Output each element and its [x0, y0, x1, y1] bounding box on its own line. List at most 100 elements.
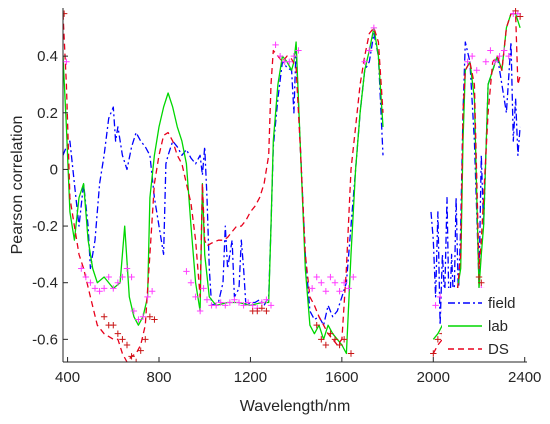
- marker-1-point-26: [434, 336, 442, 343]
- marker-0-point-1: [78, 265, 85, 272]
- marker-0-point-51: [340, 279, 348, 286]
- marker-0-point-39: [276, 52, 284, 60]
- marker-1-point-14: [254, 307, 261, 315]
- marker-1-point-32: [478, 279, 485, 286]
- marker-0-point-25: [212, 302, 220, 309]
- marker-0-point-16: [144, 293, 151, 301]
- marker-0-point-8: [110, 285, 117, 292]
- marker-0-point-65: [473, 67, 480, 74]
- legend-label-field: field: [488, 295, 516, 312]
- marker-0-point-31: [240, 302, 247, 309]
- marker-0-point-69: [491, 58, 499, 66]
- marker-0-point-26: [217, 299, 224, 306]
- x-tick-label-400: 400: [55, 369, 80, 386]
- marker-0-point-32: [244, 299, 252, 306]
- marker-0-point-22: [200, 285, 207, 292]
- marker-1-point-0: [63, 10, 68, 17]
- marker-1-point-4: [114, 330, 122, 337]
- marker-0-point-47: [322, 288, 330, 295]
- marker-0-point-10: [119, 273, 126, 281]
- x-ticks: 400 800 1200 1600 2000 2400: [55, 357, 541, 386]
- series-DS-line-0: [63, 13, 384, 362]
- marker-1-point-21: [331, 336, 339, 343]
- y-ticks: 0.4 0.2 0 -0.2 -0.4 -0.6: [32, 48, 68, 348]
- marker-1-point-10: [142, 336, 149, 343]
- marker-0-point-0: [63, 58, 70, 66]
- marker-0-point-55: [366, 47, 373, 54]
- marker-1-point-24: [347, 350, 355, 357]
- y-tick-label-2: 0: [50, 161, 58, 178]
- marker-0-point-70: [496, 52, 503, 60]
- marker-1-point-11: [146, 313, 154, 320]
- y-tick-label-4: -0.4: [32, 275, 58, 292]
- y-tick-label-0: 0.4: [37, 48, 58, 65]
- marker-0-point-21: [196, 307, 204, 315]
- marker-1-point-34: [512, 8, 519, 15]
- marker-0-point-15: [139, 313, 147, 320]
- marker-0-point-49: [331, 279, 339, 286]
- marker-0-point-36: [263, 296, 270, 303]
- x-tick-label-1200: 1200: [234, 369, 267, 386]
- marker-1-point-3: [110, 321, 117, 329]
- marker-0-point-50: [336, 288, 343, 295]
- legend-label-lab: lab: [488, 318, 508, 335]
- marker-1-point-8: [132, 358, 140, 362]
- marker-1-point-23: [340, 336, 348, 343]
- marker-0-point-38: [272, 41, 279, 49]
- marker-0-point-53: [350, 273, 357, 281]
- marker-1-point-7: [128, 353, 135, 360]
- marker-0-point-19: [187, 279, 195, 286]
- x-axis-title: Wavelength/nm: [240, 398, 351, 415]
- x-tick-label-2400: 2400: [508, 369, 541, 386]
- marker-0-point-41: [286, 58, 293, 66]
- marker-0-point-56: [370, 24, 378, 32]
- marker-1-point-35: [516, 13, 524, 20]
- y-tick-label-3: -0.2: [32, 218, 58, 235]
- series-field-line-0: [63, 32, 384, 326]
- marker-0-point-54: [361, 58, 368, 66]
- marker-0-point-42: [290, 52, 298, 60]
- y-tick-label-1: 0.2: [37, 105, 58, 122]
- marker-0-point-9: [114, 279, 122, 286]
- x-tick-label-800: 800: [146, 369, 171, 386]
- series-lab-line-0: [63, 27, 384, 355]
- marker-0-point-48: [327, 273, 334, 281]
- marker-0-point-23: [203, 296, 211, 303]
- marker-layer: [63, 8, 524, 362]
- marker-0-point-18: [183, 268, 190, 275]
- marker-1-point-18: [318, 336, 325, 343]
- marker-0-point-45: [313, 273, 320, 281]
- legend-items: field lab DS: [448, 295, 516, 358]
- marker-1-point-12: [151, 316, 158, 323]
- legend-box: [442, 288, 520, 360]
- marker-0-point-11: [123, 265, 131, 272]
- marker-0-point-43: [295, 47, 302, 54]
- marker-0-point-67: [482, 58, 490, 66]
- marker-0-point-17: [148, 288, 156, 295]
- marker-0-point-27: [222, 302, 229, 309]
- marker-0-point-20: [192, 293, 199, 301]
- marker-1-point-17: [313, 321, 320, 329]
- marker-0-point-64: [468, 52, 476, 60]
- marker-0-point-35: [258, 299, 266, 306]
- marker-1-point-15: [258, 304, 266, 312]
- marker-0-point-33: [249, 302, 256, 309]
- marker-0-point-12: [128, 273, 135, 281]
- marker-0-point-30: [235, 299, 243, 306]
- marker-1-point-6: [123, 341, 131, 349]
- marker-0-point-68: [487, 47, 494, 54]
- marker-0-point-46: [318, 279, 325, 286]
- marker-0-point-2: [82, 273, 90, 281]
- marker-0-point-6: [100, 285, 108, 292]
- y-tick-label-5: -0.6: [32, 331, 58, 348]
- marker-1-point-19: [322, 341, 330, 349]
- series-DS-line-1: [432, 13, 521, 354]
- marker-1-point-16: [263, 307, 270, 315]
- marker-1-point-22: [336, 341, 343, 349]
- marker-0-point-37: [267, 302, 275, 309]
- marker-1-point-20: [327, 330, 334, 337]
- x-tick-label-2000: 2000: [417, 369, 450, 386]
- marker-0-point-14: [135, 316, 142, 323]
- marker-0-point-13: [130, 307, 138, 315]
